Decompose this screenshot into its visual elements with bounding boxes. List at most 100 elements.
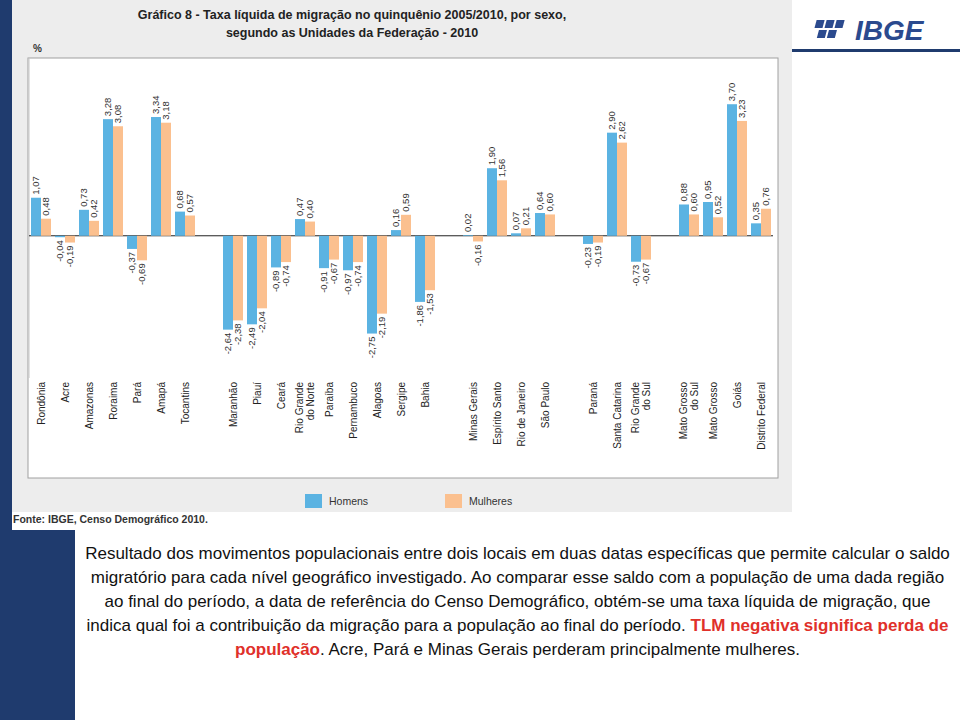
x-tick-label-line: São Paulo bbox=[540, 382, 551, 429]
bars bbox=[31, 104, 771, 333]
data-label: 1,56 bbox=[496, 159, 507, 178]
bar bbox=[103, 119, 113, 236]
x-tick-label-line: Amapá bbox=[156, 382, 167, 414]
x-tick-label-line: Rio Grande bbox=[630, 382, 641, 434]
x-tick-label-line: Tocantins bbox=[180, 382, 191, 424]
x-tick-label: Rio Grandedo Sul bbox=[630, 382, 652, 434]
subtitle: segundo as Unidades da Federação - 2010 bbox=[226, 26, 478, 40]
bar bbox=[727, 104, 737, 236]
data-label: 3,08 bbox=[112, 105, 123, 124]
data-label: 3,18 bbox=[160, 101, 171, 120]
x-tick-label: Ceará bbox=[276, 382, 287, 410]
x-tick-label-line: Paraíba bbox=[324, 382, 335, 417]
data-label: -2,75 bbox=[366, 337, 377, 359]
logo-square bbox=[827, 30, 837, 38]
bar bbox=[641, 236, 651, 260]
x-tick-label: Sergipe bbox=[396, 382, 407, 417]
x-tick-label-line: Rondônia bbox=[36, 382, 47, 425]
side-band bbox=[0, 530, 75, 720]
data-label: -0,69 bbox=[136, 263, 147, 285]
x-tick-label-line: do Sul bbox=[641, 382, 652, 410]
bar bbox=[415, 236, 425, 302]
x-tick-label-line: Ceará bbox=[276, 382, 287, 410]
chart-background bbox=[12, 0, 792, 512]
x-tick-label: Rio de Janeiro bbox=[516, 382, 527, 447]
bar bbox=[761, 209, 771, 236]
bar bbox=[223, 236, 233, 330]
logo-square bbox=[817, 30, 827, 38]
x-tick-label-line: do Norte bbox=[305, 382, 316, 421]
x-tick-label: Rondônia bbox=[36, 382, 47, 425]
x-tick-label: São Paulo bbox=[540, 382, 551, 429]
legend: HomensMulheres bbox=[305, 494, 512, 508]
x-tick-label-line: do Sul bbox=[689, 382, 700, 410]
source: Fonte: IBGE, Censo Demográfico 2010. bbox=[13, 513, 208, 525]
data-label: -0,16 bbox=[472, 244, 483, 266]
bar bbox=[751, 223, 761, 235]
x-tick-label: Tocantins bbox=[180, 382, 191, 424]
x-tick-label-line: Espírito Santo bbox=[492, 382, 503, 445]
x-tick-label-line: Acre bbox=[60, 382, 71, 403]
x-tick-label: Amapá bbox=[156, 382, 167, 414]
bar bbox=[137, 236, 147, 261]
x-tick-label: Amazonas bbox=[84, 382, 95, 429]
x-tick-label-line: Pernambuco bbox=[348, 382, 359, 439]
x-tick-label: Piauí bbox=[252, 382, 263, 405]
data-label: 0,76 bbox=[760, 187, 771, 206]
x-tick-label: Minas Gerais bbox=[468, 382, 479, 441]
data-label: 0,42 bbox=[88, 199, 99, 218]
bar bbox=[89, 221, 99, 236]
bar bbox=[487, 168, 497, 236]
title: Gráfico 8 - Taxa líquida de migração no … bbox=[138, 8, 566, 22]
x-tick-label: Mato Grosso bbox=[708, 382, 719, 440]
bar bbox=[535, 213, 545, 236]
x-tick-label: Goiás bbox=[732, 382, 743, 408]
bar bbox=[185, 216, 195, 236]
x-tick-label: Pará bbox=[132, 382, 143, 404]
x-tick-label: Distrito Federal bbox=[756, 382, 767, 450]
data-label: 0,48 bbox=[40, 197, 51, 216]
bar bbox=[737, 121, 747, 236]
bar bbox=[281, 236, 291, 262]
bar bbox=[161, 123, 171, 236]
x-tick-label: Mato Grossodo Sul bbox=[678, 382, 700, 440]
bar bbox=[175, 212, 185, 236]
x-tick-label-line: Rio Grande bbox=[294, 382, 305, 434]
bar bbox=[583, 236, 593, 244]
data-label: -2,38 bbox=[232, 323, 243, 345]
bar bbox=[545, 214, 555, 235]
data-label: -0,74 bbox=[352, 265, 363, 287]
bar bbox=[511, 233, 521, 235]
bar bbox=[295, 219, 305, 236]
x-tick-label-line: Roraima bbox=[108, 382, 119, 420]
data-label: -0,74 bbox=[280, 265, 291, 287]
x-tick-label-line: Sergipe bbox=[396, 382, 407, 417]
legend-swatch bbox=[445, 494, 462, 508]
logo-square bbox=[814, 20, 824, 28]
plot-frame bbox=[28, 58, 778, 478]
x-tick-label: Alagoas bbox=[372, 382, 383, 418]
x-tick-label: Bahia bbox=[420, 382, 431, 408]
bar bbox=[41, 219, 51, 236]
logo-text: IBGE bbox=[855, 15, 925, 46]
data-label: 0,60 bbox=[544, 193, 555, 212]
bar bbox=[271, 236, 281, 268]
x-tick-label: Paraná bbox=[588, 382, 599, 415]
bar bbox=[463, 235, 473, 237]
x-tick-label: Santa Catarina bbox=[612, 382, 623, 449]
bar bbox=[113, 126, 123, 236]
x-tick-label-line: Goiás bbox=[732, 382, 743, 408]
x-tick-label-line: Alagoas bbox=[372, 382, 383, 418]
data-label: 1,07 bbox=[30, 176, 41, 195]
legend-swatch bbox=[305, 494, 322, 508]
bar bbox=[473, 236, 483, 242]
data-label: 3,70 bbox=[726, 83, 737, 102]
bar bbox=[521, 228, 531, 235]
x-tick-label-line: Piauí bbox=[252, 382, 263, 405]
bar bbox=[617, 143, 627, 236]
bar bbox=[151, 117, 161, 236]
bar bbox=[689, 214, 699, 235]
bar bbox=[401, 215, 411, 236]
logo: IBGE bbox=[814, 15, 924, 46]
data-label: -0,19 bbox=[592, 246, 603, 268]
